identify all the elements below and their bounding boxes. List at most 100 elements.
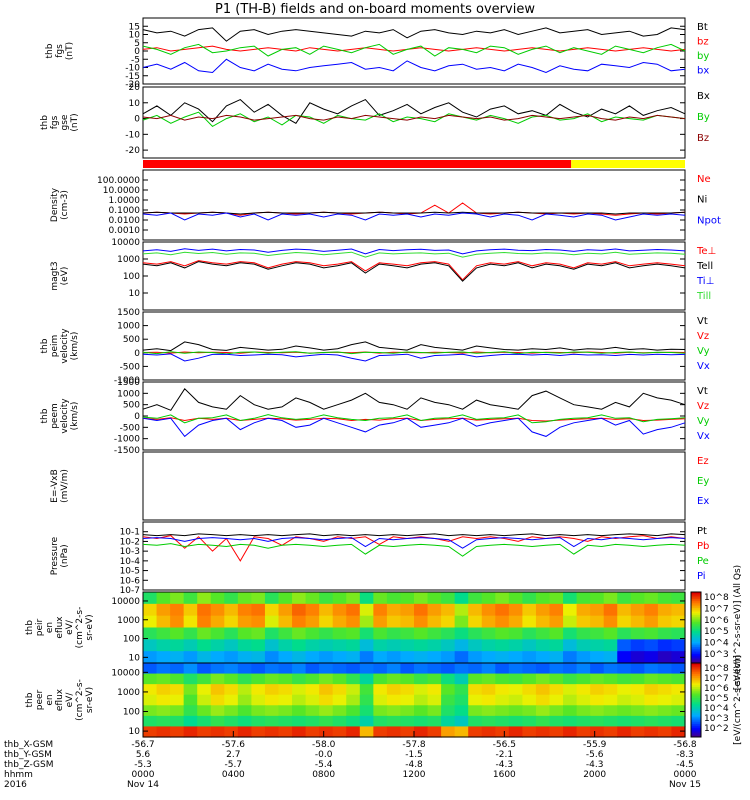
spectrogram-cell <box>346 673 361 685</box>
spectrogram-cell <box>197 592 212 605</box>
spectrogram-cell <box>495 651 510 664</box>
spectrogram-cell <box>535 663 551 675</box>
spectrogram-cell <box>508 715 523 728</box>
y-tick-label: -5 <box>131 55 140 65</box>
spectrogram-cell <box>644 694 659 706</box>
y-axis-label: (eV) <box>60 267 70 286</box>
y-tick-label: 10.0000 <box>103 186 140 196</box>
colorbar-swatch <box>691 668 701 671</box>
spectrogram-cell <box>251 663 266 675</box>
spectrogram-cell <box>549 627 564 640</box>
colorbar-swatch <box>691 692 701 695</box>
spectrogram-cell <box>400 651 415 664</box>
spectrogram-cell <box>441 603 456 617</box>
colorbar-swatch <box>691 599 701 602</box>
spectrogram-cell <box>535 627 551 640</box>
spectrogram-cell <box>427 673 442 685</box>
spectrogram-cell <box>251 627 266 640</box>
spectrogram-cell <box>210 592 225 605</box>
spectrogram-cell <box>671 715 686 728</box>
spectrogram-cell <box>481 705 496 717</box>
spectrogram-cell <box>495 726 510 738</box>
series-line <box>142 45 686 52</box>
spectrogram-cell <box>264 726 280 738</box>
x-axis-value: -5.6 <box>586 750 604 760</box>
spectrogram-cell <box>143 627 158 640</box>
y-axis-label: (mV/m) <box>60 469 70 503</box>
x-axis-value: -4.5 <box>676 760 694 770</box>
y-axis-label: (cm^2-s- <box>75 607 85 649</box>
spectrogram-cell <box>495 639 510 652</box>
colorbar-swatch <box>691 641 701 644</box>
colorbar-swatch <box>691 638 701 641</box>
spectrogram-cell <box>278 603 293 617</box>
y-tick-label: 0 <box>134 349 140 359</box>
y-tick-label: 20 <box>129 83 141 93</box>
spectrogram-cell <box>319 715 334 728</box>
series-line <box>142 260 686 281</box>
colorbar-swatch <box>691 683 701 686</box>
spectrogram-cell <box>292 615 307 629</box>
spectrogram-cell <box>319 694 334 706</box>
series-line <box>142 537 686 549</box>
spectrogram-cell <box>563 715 578 728</box>
spectrogram-cell <box>346 705 361 717</box>
spectrogram-cell <box>522 694 537 706</box>
spectrogram-cell <box>386 726 402 738</box>
spectrogram-cell <box>346 694 361 706</box>
spectrogram-cell <box>427 684 442 696</box>
spectrogram-cell <box>264 684 280 696</box>
spectrogram-cell <box>468 627 483 640</box>
spectrogram-cell <box>535 615 551 629</box>
y-tick-label: 10 <box>129 289 141 299</box>
y-tick-label: 1000 <box>117 322 140 332</box>
spectrogram-cell <box>332 592 347 605</box>
spectrogram-cell <box>549 694 564 706</box>
spectrogram-cell <box>454 715 469 728</box>
spectrogram-cell <box>197 726 212 738</box>
colorbar-swatch <box>691 664 701 668</box>
legend-entry: Vt <box>697 386 708 397</box>
x-axis-value: 2000 <box>583 770 606 780</box>
colorbar-swatch <box>691 666 701 670</box>
spectrogram-cell <box>305 627 320 640</box>
spectrogram-cell <box>495 715 510 728</box>
spectrogram-cell <box>237 673 252 685</box>
spectrogram-cell <box>332 603 347 617</box>
colorbar-swatch <box>691 661 701 664</box>
y-tick-label: 1000 <box>117 616 140 626</box>
colorbar-swatch <box>691 609 701 613</box>
spectrogram-cell <box>400 726 415 738</box>
spectrogram-cell <box>508 673 523 685</box>
spectrogram-cell <box>522 627 537 640</box>
spectrogram-cell <box>264 705 280 717</box>
y-tick-label: 10-1 <box>120 528 140 538</box>
spectrogram-cell <box>427 615 442 629</box>
colorbar-swatch <box>691 629 701 632</box>
y-tick-label: -1500 <box>114 446 140 456</box>
spectrogram-cell <box>468 705 483 717</box>
spectrogram-cell <box>373 715 388 728</box>
spectrogram-cell <box>292 715 307 728</box>
spectrogram-cell <box>454 673 469 685</box>
spectrogram-cell <box>278 726 293 738</box>
spectrogram-cell <box>617 684 632 696</box>
spectrogram-cell <box>522 715 537 728</box>
spectrogram-cell <box>237 694 252 706</box>
spectrogram-cell <box>373 651 388 664</box>
spectrogram-cell <box>400 639 415 652</box>
spectrogram-cell <box>210 615 225 629</box>
spectrogram-cell <box>468 615 483 629</box>
spectrogram-cell <box>319 726 334 738</box>
series-line <box>142 341 686 352</box>
y-axis-label: E=-VxB <box>50 469 60 503</box>
spectrogram-cell <box>346 715 361 728</box>
spectrogram-cell <box>468 684 483 696</box>
spectrogram-cell <box>441 726 456 738</box>
y-axis-label: thb <box>40 408 50 423</box>
spectrogram-cell <box>549 715 564 728</box>
colorbar-swatch <box>691 696 701 699</box>
colorbar-swatch <box>691 731 701 734</box>
spectrogram-cell <box>414 651 429 664</box>
spectrogram-cell <box>576 651 591 664</box>
